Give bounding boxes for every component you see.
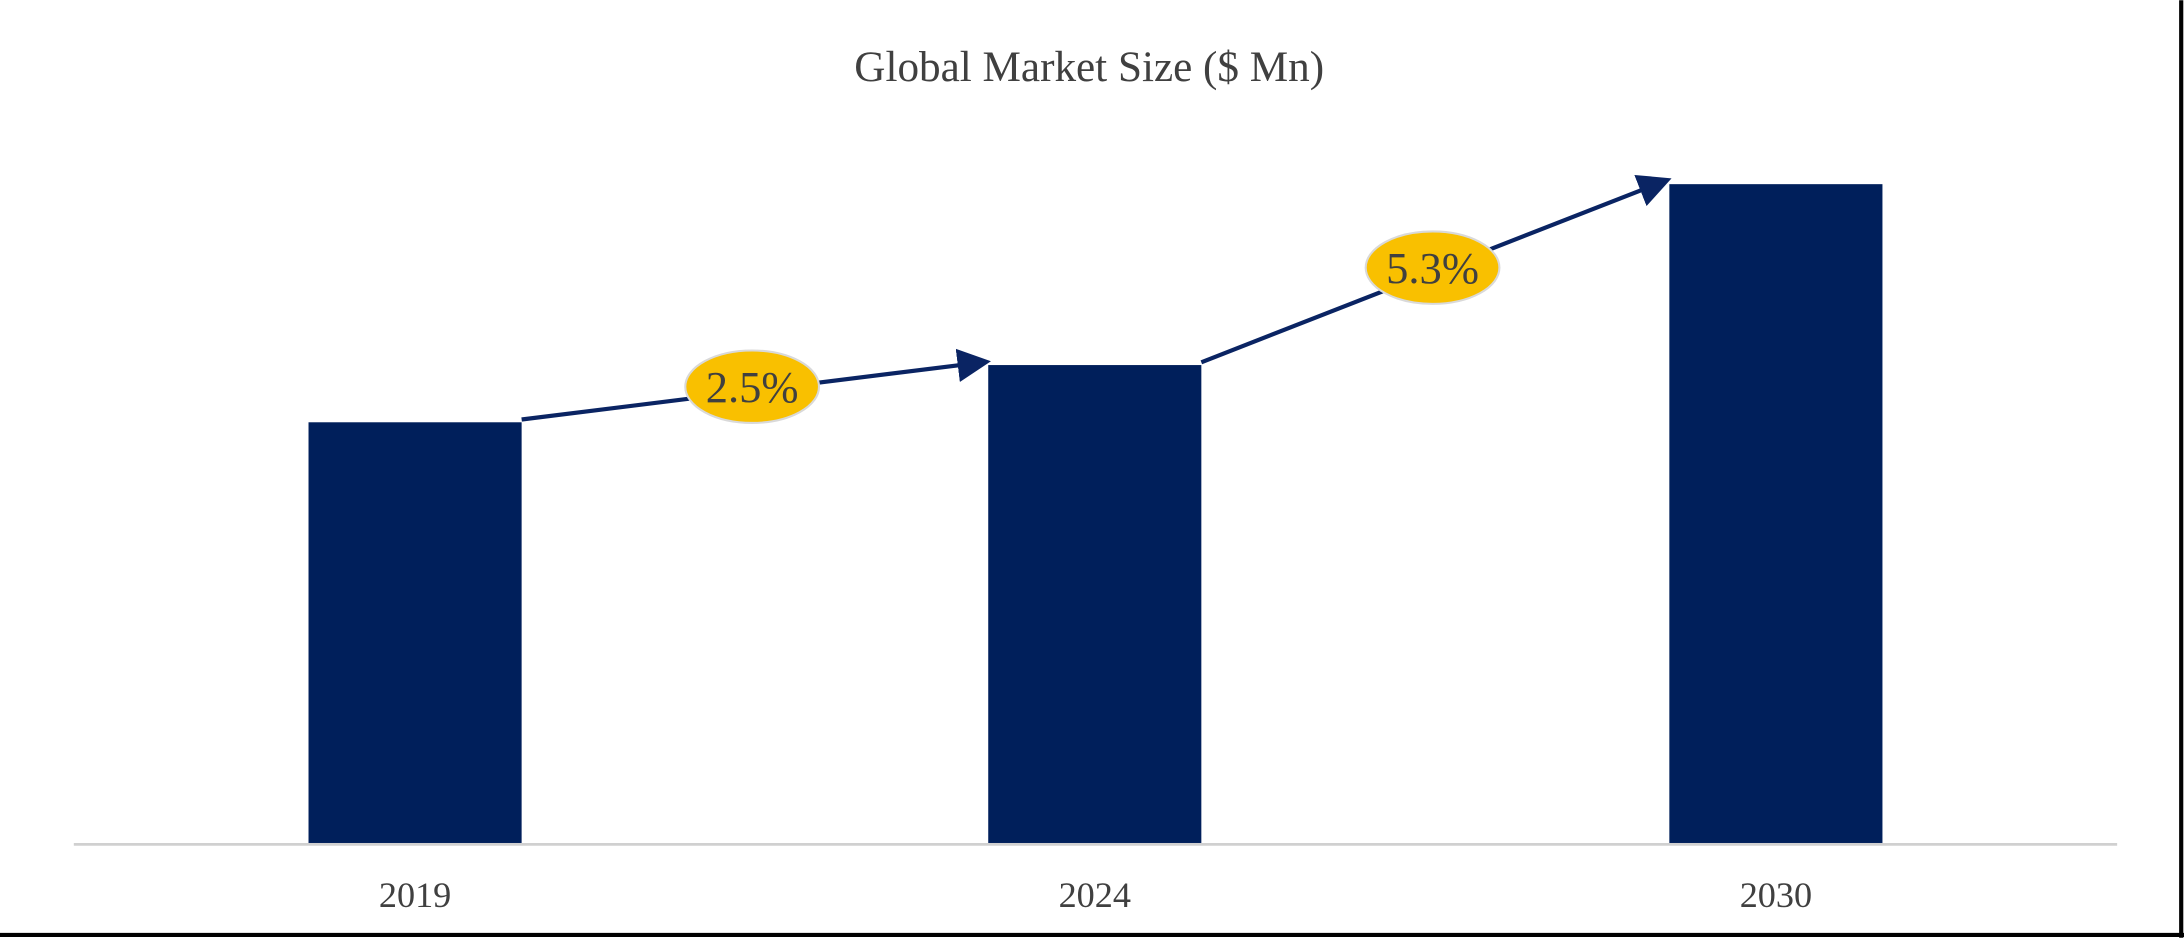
chart-title: Global Market Size ($ Mn) (854, 44, 1324, 91)
cagr-badge (1364, 230, 1501, 305)
cagr-label: 5.3% (1386, 243, 1479, 293)
bar-2019 (308, 422, 522, 843)
cagr-badge (684, 349, 821, 424)
x-tick-label: 2030 (1740, 875, 1812, 915)
x-tick-label: 2024 (1059, 875, 1131, 915)
cagr-label: 2.5% (706, 362, 799, 412)
bar-2024 (988, 365, 1202, 843)
x-tick-label: 2019 (379, 875, 451, 915)
bar-2030 (1669, 184, 1883, 843)
